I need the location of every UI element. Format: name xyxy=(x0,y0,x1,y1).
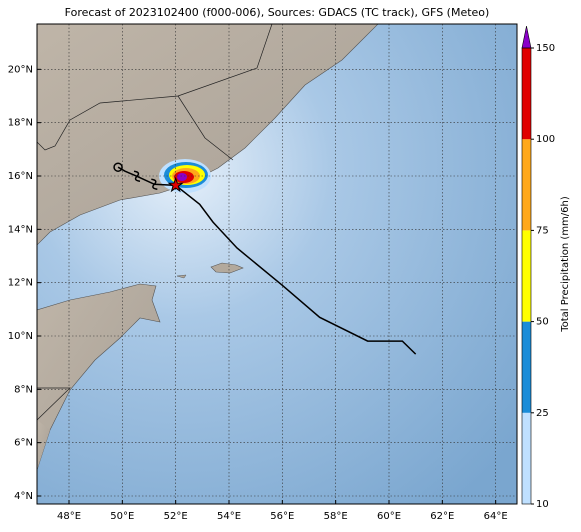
colorbar-frame xyxy=(521,47,532,505)
colorbar-tick-label: 10 xyxy=(536,499,549,510)
x-tick-label: 64°E xyxy=(484,511,508,522)
x-tick-label: 58°E xyxy=(324,511,348,522)
borders-africa xyxy=(37,387,71,421)
colorbar-segment xyxy=(522,48,531,140)
y-tick-label: 12°N xyxy=(8,278,33,289)
x-tick-label: 52°E xyxy=(164,511,188,522)
x-tick-label: 56°E xyxy=(270,511,294,522)
forecast-track xyxy=(175,184,417,355)
y-tick-label: 20°N xyxy=(8,64,33,75)
colorbar-segment xyxy=(522,412,531,504)
x-tick-label: 54°E xyxy=(217,511,241,522)
storm-symbol xyxy=(151,178,158,191)
colorbar-tick-label: 75 xyxy=(536,225,549,236)
y-tick-label: 16°N xyxy=(8,171,33,182)
y-tick-label: 6°N xyxy=(14,438,33,449)
map-title: Forecast of 2023102400 (f000-006), Sourc… xyxy=(65,6,490,19)
colorbar-segment xyxy=(522,139,531,231)
colorbar-tick-label: 50 xyxy=(536,317,549,328)
colorbar-tick-label: 25 xyxy=(536,408,549,419)
map-frame xyxy=(36,23,518,505)
colorbar-label: Total Precipitation (mm/6h) xyxy=(560,196,571,333)
graticule xyxy=(37,24,517,504)
current-position xyxy=(167,176,184,193)
x-tick-label: 50°E xyxy=(110,511,134,522)
socotra xyxy=(210,262,244,274)
storm-symbol xyxy=(133,170,141,183)
horn-of-africa-edge xyxy=(37,420,50,470)
y-tick-label: 4°N xyxy=(14,491,33,502)
colorbar-tick-label: 150 xyxy=(536,43,555,54)
y-tick-label: 18°N xyxy=(8,118,33,129)
y-tick-label: 14°N xyxy=(8,224,33,235)
colorbar-extension xyxy=(521,25,532,49)
x-tick-label: 62°E xyxy=(430,511,454,522)
islet xyxy=(176,274,187,279)
y-tick-label: 8°N xyxy=(14,384,33,395)
colorbar-segment xyxy=(522,321,531,413)
colorbar-tick-label: 100 xyxy=(536,134,555,145)
x-tick-label: 48°E xyxy=(57,511,81,522)
y-tick-label: 10°N xyxy=(8,331,33,342)
basemap xyxy=(37,24,517,504)
x-tick-label: 60°E xyxy=(377,511,401,522)
colorbar: 10 25 50 75 100 150 Total Precipitation (mm/6h… xyxy=(521,25,571,510)
track-start xyxy=(113,162,123,172)
tracks xyxy=(113,162,417,355)
colorbar-segment xyxy=(522,230,531,322)
borders xyxy=(37,24,273,161)
horn-of-africa xyxy=(37,283,161,471)
